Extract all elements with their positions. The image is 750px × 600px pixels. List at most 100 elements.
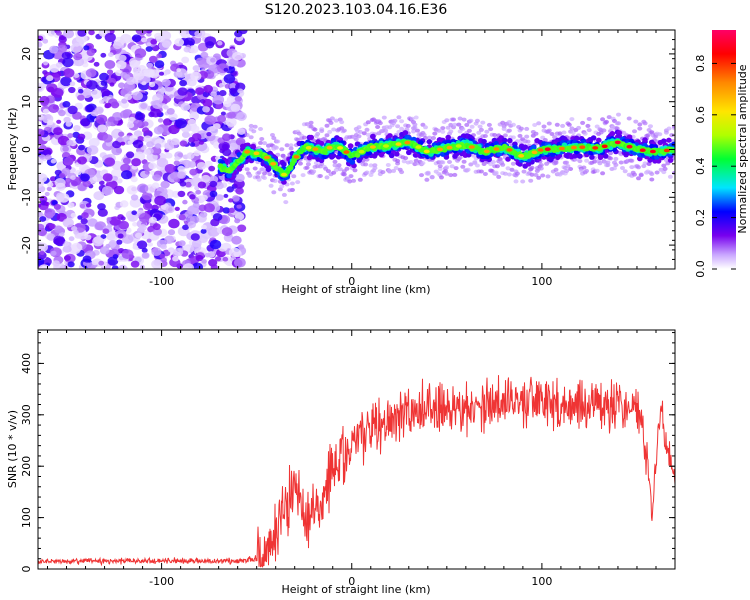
heatmap-halo-cell [584,158,590,163]
heatmap-halo-cell [440,129,446,134]
heatmap-signal-cell [402,130,409,136]
heatmap-halo-cell [553,167,559,172]
heatmap-noise-cell [173,248,184,257]
heatmap-noise-cell [203,203,215,213]
heatmap-halo-cell [420,161,426,166]
heatmap-noise-cell [126,151,135,159]
heatmap-noise-cell [217,114,227,123]
heatmap-noise-cell [169,94,174,99]
heatmap-noise-cell [129,60,140,69]
heatmap-noise-cell [158,71,165,76]
heatmap-noise-cell [189,142,196,147]
heatmap-noise-cell [38,178,45,188]
heatmap-halo-cell [638,173,644,178]
heatmap-noise-cell [47,119,54,126]
heatmap-halo-cell [506,128,512,133]
heatmap-halo-cell [348,174,354,179]
heatmap-hot-cell [455,144,462,148]
heatmap-noise-cell [120,33,132,44]
heatmap-noise-cell [177,171,187,179]
heatmap-noise-cell [231,235,242,245]
heatmap-halo-cell [324,123,330,128]
heatmap-noise-cell [143,202,152,211]
heatmap-noise-cell [200,51,209,59]
heatmap-noise-cell [238,244,245,250]
heatmap-halo-cell [304,165,310,170]
heatmap-noise-cell [156,53,162,59]
heatmap-noise-cell [137,183,149,193]
heatmap-halo-cell [510,122,516,127]
heatmap-noise-cell [235,137,246,146]
heatmap-hot-cell [305,146,312,150]
heatmap-noise-cell [70,212,77,218]
heatmap-halo-cell [536,175,542,180]
heatmap-noise-cell [229,87,237,95]
heatmap-noise-cell [201,174,211,183]
heatmap-halo-cell [529,165,535,170]
heatmap-halo-cell [448,129,454,134]
heatmap-halo-cell [336,163,342,168]
heatmap-halo-cell [486,122,492,127]
heatmap-noise-cell [95,114,108,125]
heatmap-halo-cell [324,175,330,180]
heatmap-noise-cell [200,194,208,201]
heatmap-halo-cell [585,123,591,128]
heatmap-noise-cell [47,182,54,188]
heatmap-noise-cell [71,226,78,232]
heatmap-hot-cell [506,148,513,152]
heatmap-noise-cell [56,119,62,124]
heatmap-noise-cell [70,43,83,53]
heatmap-noise-cell [203,84,213,93]
heatmap-halo-cell [258,140,263,145]
heatmap-hot-cell [446,145,453,150]
heatmap-halo-cell [329,116,335,121]
heatmap-noise-cell [66,139,74,146]
heatmap-halo-cell [584,168,590,173]
heatmap-noise-cell [176,68,182,73]
heatmap-noise-cell [39,250,45,255]
heatmap-noise-cell [234,96,242,102]
heatmap-noise-cell [38,85,43,91]
heatmap-halo-cell [332,159,338,164]
colorbar-tick-label: 0.6 [694,106,707,124]
heatmap-noise-cell [97,203,106,211]
heatmap-halo-cell [453,166,459,171]
heatmap-noise-cell [236,204,242,209]
heatmap-noise-cell [234,173,245,183]
heatmap-noise-cell [167,247,175,253]
heatmap-noise-cell [55,62,63,68]
heatmap-noise-cell [62,218,74,228]
heatmap-halo-cell [403,156,409,161]
heatmap-noise-cell [191,262,203,269]
heatmap-halo-cell [347,179,353,184]
heatmap-noise-cell [153,126,164,135]
y-tick-label: 100 [20,507,33,528]
heatmap-noise-cell [153,259,162,266]
colorbar-tick-label: 0.2 [694,209,707,227]
heatmap-noise-cell [121,170,133,180]
heatmap-noise-cell [206,132,212,137]
heatmap-halo-cell [564,160,570,165]
heatmap-halo-cell [444,118,450,123]
heatmap-signal-cell [226,173,232,179]
heatmap-halo-cell [356,125,362,130]
heatmap-noise-cell [193,150,201,157]
heatmap-noise-cell [190,125,200,133]
heatmap-noise-cell [42,38,49,44]
heatmap-noise-cell [99,99,104,104]
heatmap-halo-cell [352,168,358,173]
heatmap-noise-cell [208,165,216,172]
heatmap-noise-cell [90,89,102,99]
heatmap-noise-cell [133,70,145,81]
heatmap-halo-cell [273,145,279,150]
heatmap-noise-cell [223,74,236,84]
heatmap-signal-cell [667,157,674,163]
heatmap-halo-cell [405,123,411,128]
heatmap-noise-cell [168,112,178,121]
heatmap-signal-cell [671,148,675,154]
heatmap-noise-cell [210,91,217,97]
heatmap-noise-cell [165,152,173,159]
heatmap-noise-cell [119,110,130,119]
y-tick-label: 10 [20,95,33,109]
heatmap-noise-cell [100,234,107,240]
